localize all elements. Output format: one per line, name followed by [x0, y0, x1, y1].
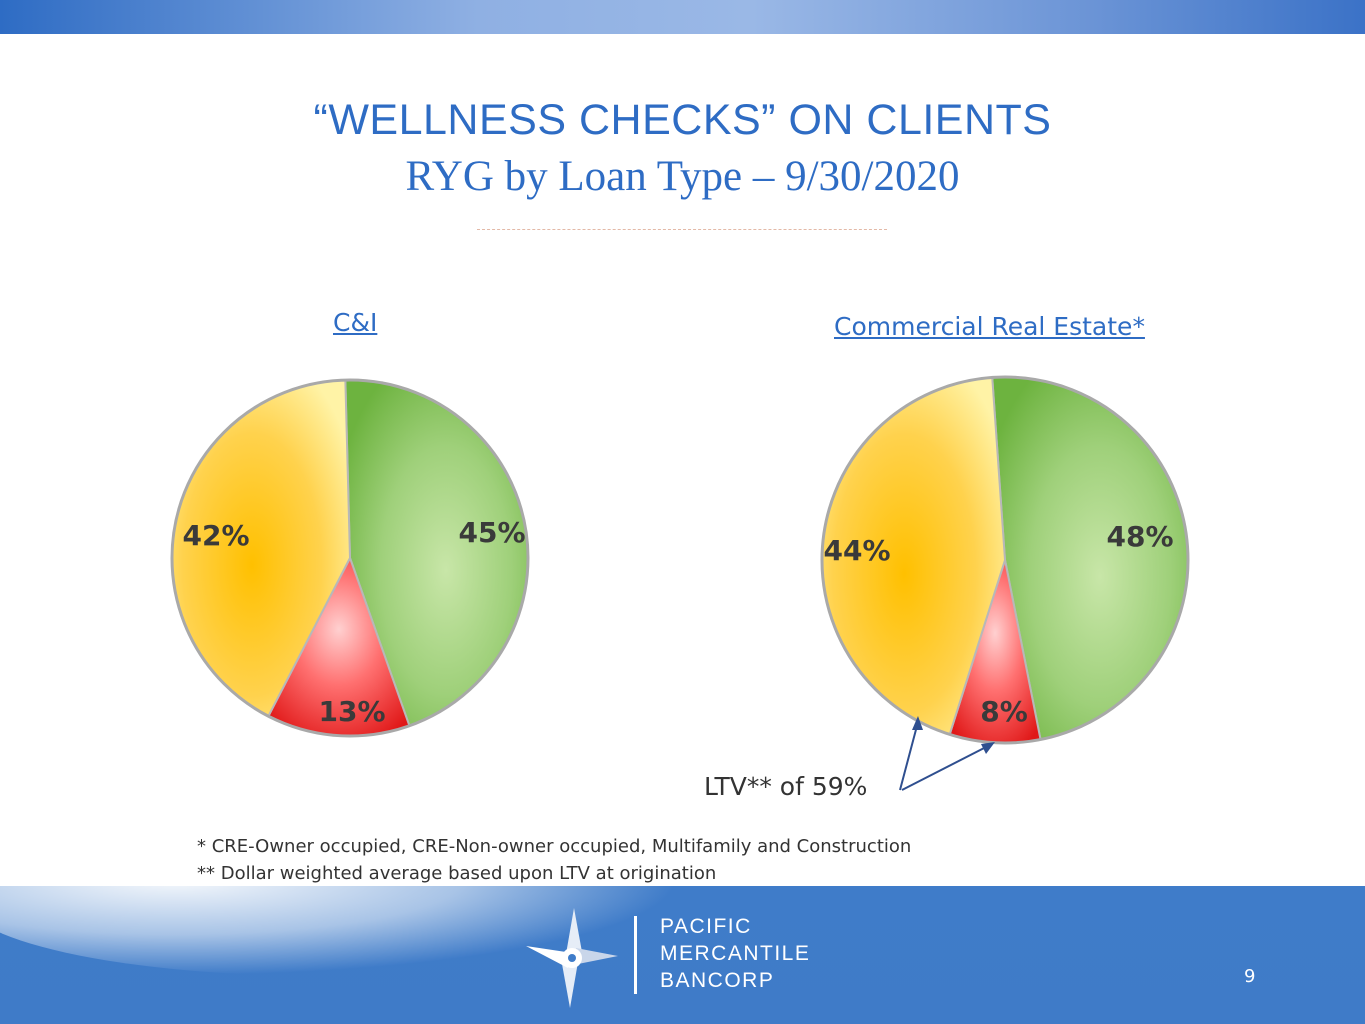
- pie-chart-cre: 48% 8% 44%: [820, 375, 1190, 745]
- title-divider: [477, 229, 887, 230]
- pie-outline: [820, 375, 1190, 745]
- brand-divider: [634, 916, 637, 994]
- pie-data-label: 42%: [182, 519, 249, 552]
- brand-line-3: BANCORP: [660, 969, 775, 992]
- pie-data-label: 48%: [1106, 520, 1173, 553]
- company-logo-icon: [526, 908, 618, 1008]
- pie-outline: [170, 378, 530, 738]
- pie-data-label: 13%: [318, 695, 385, 728]
- pie-data-label: 8%: [980, 695, 1028, 728]
- ltv-annotation: LTV** of 59%: [704, 772, 868, 801]
- slide-title: “WELLNESS CHECKS” ON CLIENTS: [313, 96, 1052, 144]
- brand-line-1: PACIFIC: [660, 915, 752, 938]
- footnote-1: * CRE-Owner occupied, CRE-Non-owner occu…: [197, 836, 912, 857]
- pie-charts: 45% 13% 42% 48% 8% 44%: [170, 375, 1190, 791]
- pie-data-label: 45%: [458, 516, 525, 549]
- footnote-2: ** Dollar weighted average based upon LT…: [197, 863, 717, 884]
- pie-data-label: 44%: [823, 534, 890, 567]
- pie-chart-ci: 45% 13% 42%: [170, 378, 530, 738]
- chart-title-ci: C&I: [333, 308, 378, 337]
- bottom-banner: [0, 886, 1365, 1024]
- brand-name: PACIFIC MERCANTILE BANCORP: [660, 913, 810, 994]
- page-number: 9: [1244, 966, 1256, 987]
- chart-title-cre: Commercial Real Estate*: [834, 312, 1145, 341]
- brand-line-2: MERCANTILE: [660, 942, 811, 965]
- top-banner: [0, 0, 1365, 34]
- slide-subtitle: RYG by Loan Type – 9/30/2020: [405, 153, 960, 200]
- ltv-arrows: [899, 716, 995, 791]
